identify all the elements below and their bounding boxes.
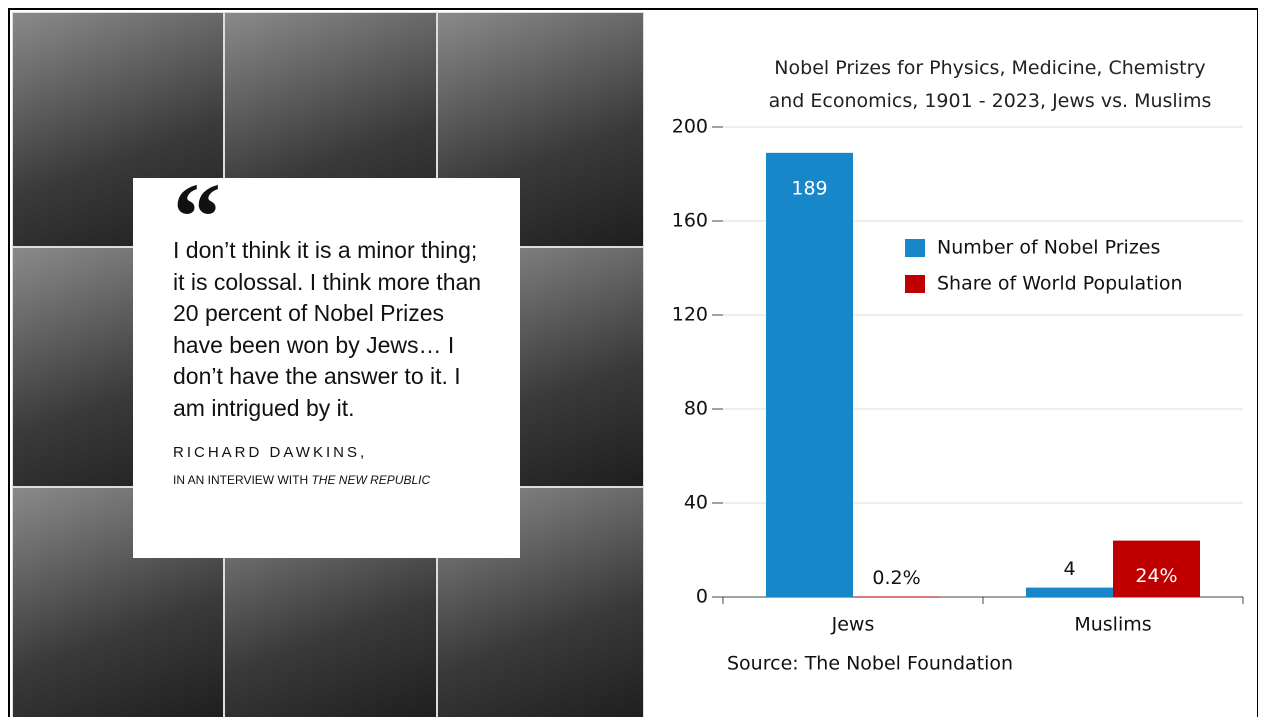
page: “ I don’t think it is a minor thing; it … [0,0,1265,717]
legend-label: Share of World Population [937,273,1183,295]
chart-title: Nobel Prizes for Physics, Medicine, Chem… [760,52,1220,118]
x-tick-label: Jews [831,614,875,636]
value-label: 4 [1063,558,1075,580]
source: Source: The Nobel Foundation [727,653,1013,675]
x-tick-label: Muslims [1074,614,1151,636]
value-label: 24% [1135,565,1177,587]
y-tick-label: 40 [684,492,708,514]
value-label: 189 [791,177,827,199]
y-tick-label: 160 [672,210,708,232]
bar [1026,588,1113,597]
y-tick-label: 200 [672,116,708,138]
bar [766,153,853,597]
legend-swatch [905,275,925,293]
y-tick-label: 0 [696,586,708,608]
y-tick-label: 120 [672,304,708,326]
y-tick-label: 80 [684,398,708,420]
value-label: 0.2% [872,567,920,589]
legend-label: Number of Nobel Prizes [937,237,1160,259]
legend-swatch [905,239,925,257]
bar [853,597,940,598]
